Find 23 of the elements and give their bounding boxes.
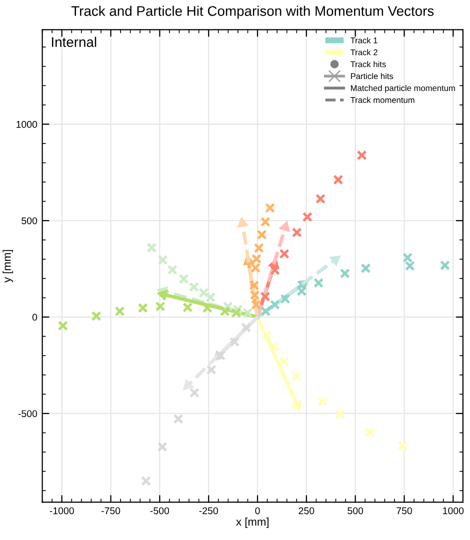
x-tick-label: -1000 <box>50 507 74 514</box>
y-axis-title: y [mm] <box>2 250 14 283</box>
y-tick-label: 0 <box>32 314 38 321</box>
x-tick-label: -500 <box>150 507 170 514</box>
y-tick-label: 1000 <box>16 120 38 128</box>
legend-label: Track 2 <box>350 49 378 56</box>
chart-title: Track and Particle Hit Comparison with Momentum Vectors <box>71 6 434 19</box>
x-tick-label: 0 <box>255 507 260 514</box>
x-tick-label: -750 <box>101 507 120 514</box>
legend-label: Track momentum <box>350 96 414 103</box>
x-tick-label: 250 <box>298 507 314 514</box>
x-tick-label: 500 <box>348 507 364 514</box>
y-tick-label: -500 <box>18 410 38 418</box>
x-tick-label: 750 <box>396 507 412 514</box>
legend-label: Particle hits <box>351 73 394 80</box>
annotation: Internal <box>52 36 96 47</box>
y-tick-label: 500 <box>22 217 38 224</box>
legend-label: Track 1 <box>350 37 378 44</box>
x-tick-label: -250 <box>199 507 218 514</box>
legend-label: Matched particle momentum <box>351 84 455 93</box>
x-axis-title: x [mm] <box>236 518 268 528</box>
x-tick-label: 1000 <box>443 507 464 514</box>
legend-label: Track hits <box>350 61 386 68</box>
